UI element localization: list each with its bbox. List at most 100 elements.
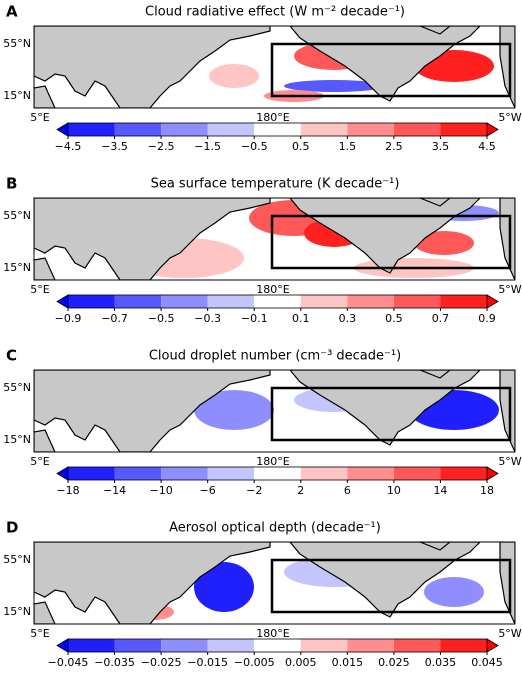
colorbar-bin — [440, 467, 487, 480]
map-frame — [33, 541, 516, 625]
lon-label: 180°E — [256, 111, 289, 124]
lon-label: 180°E — [256, 455, 289, 468]
colorbar-bin — [347, 639, 394, 652]
land — [34, 601, 56, 624]
colorbar-bin — [347, 123, 394, 136]
panel-letter: C — [6, 347, 17, 365]
colorbar-bin — [347, 467, 394, 480]
colorbar-tick-label: 0.025 — [378, 656, 410, 669]
land — [419, 370, 451, 379]
colorbar-bin — [207, 123, 255, 136]
region-box — [270, 386, 512, 442]
colorbar-tick-label: 0.045 — [471, 656, 503, 669]
colorbar-tick-label: −0.025 — [141, 656, 182, 669]
colorbar-tick-label: −0.7 — [101, 312, 128, 325]
colorbar-tick-label: −0.5 — [241, 140, 268, 153]
colorbar-tick-label: −14 — [103, 484, 126, 497]
land — [419, 198, 451, 207]
colorbar-tick-label: −10 — [150, 484, 173, 497]
colorbar-tick-label: 0.005 — [285, 656, 317, 669]
lon-label: 5°E — [30, 455, 49, 468]
colorbar-bin — [300, 295, 348, 308]
lon-label: 5°W — [498, 455, 521, 468]
colorbar-bin — [207, 295, 255, 308]
colorbar-bin — [114, 295, 162, 308]
colorbar-tick-label: −0.3 — [194, 312, 221, 325]
panel-title: Sea surface temperature (K decade⁻¹) — [151, 177, 400, 192]
colorbar-bin — [114, 467, 162, 480]
lat-label: 55°N — [3, 553, 31, 566]
colorbar-tick-label: 0.7 — [432, 312, 450, 325]
colorbar-tick-label: −0.005 — [234, 656, 275, 669]
colorbar-bin — [68, 467, 115, 480]
panel-title: Cloud radiative effect (W m⁻² decade⁻¹) — [145, 5, 405, 20]
colorbar-bin — [300, 123, 348, 136]
lon-label: 5°W — [498, 111, 521, 124]
colorbar-tick-label: −0.045 — [48, 656, 89, 669]
colorbar-arrow — [486, 638, 499, 653]
colorbar-tick-label: −18 — [56, 484, 79, 497]
panel-letter: B — [6, 175, 17, 193]
land — [34, 198, 271, 280]
panel: C Cloud droplet number (cm⁻³ decade⁻¹) 55°… — [3, 347, 522, 498]
map — [34, 26, 515, 108]
colorbar-tick-label: 2.5 — [385, 140, 403, 153]
anomaly-region — [414, 231, 474, 255]
colorbar-tick-label: 1.5 — [339, 140, 357, 153]
colorbar-arrow — [486, 294, 499, 309]
lat-label: 15°N — [3, 605, 31, 618]
lat-label: 15°N — [3, 89, 31, 102]
anomaly-region — [424, 577, 484, 607]
land — [34, 429, 56, 452]
lat-label: 55°N — [3, 381, 31, 394]
map — [34, 542, 515, 624]
colorbar-frame — [67, 294, 488, 309]
panel-letter: D — [6, 519, 18, 537]
colorbar-bin — [440, 123, 487, 136]
colorbar-bin — [393, 467, 441, 480]
colorbar-tick-label: 0.5 — [385, 312, 403, 325]
colorbar-tick-label: 0.3 — [339, 312, 357, 325]
colorbar-bin — [254, 295, 301, 308]
colorbar-tick-label: 0.5 — [292, 140, 310, 153]
colorbar-frame — [67, 638, 488, 653]
colorbar-tick-label: −2.5 — [148, 140, 175, 153]
colorbar-tick-label: −1.5 — [194, 140, 221, 153]
anomaly-region — [194, 562, 254, 612]
lon-label: 180°E — [256, 627, 289, 640]
lon-label: 5°W — [498, 627, 521, 640]
colorbar-tick-label: 0.9 — [478, 312, 496, 325]
land — [419, 542, 451, 551]
colorbar-bin — [161, 123, 208, 136]
land — [34, 85, 56, 108]
colorbar-tick-label: 0.015 — [332, 656, 364, 669]
colorbar-bin — [68, 639, 115, 652]
colorbar-bin — [161, 639, 208, 652]
colorbar-tick-label: −0.9 — [55, 312, 82, 325]
colorbar-bin — [114, 123, 162, 136]
colorbar-bin — [393, 123, 441, 136]
panel-title: Aerosol optical depth (decade⁻¹) — [169, 521, 381, 536]
anomaly-region — [209, 64, 259, 88]
colorbar-frame — [67, 122, 488, 137]
colorbar-bin — [440, 295, 487, 308]
colorbar-bin — [347, 295, 394, 308]
colorbar-tick-label: 0.1 — [292, 312, 310, 325]
panel-letter: A — [6, 3, 18, 21]
colorbar-tick-label: 2 — [297, 484, 304, 497]
panel: D Aerosol optical depth (decade⁻¹) 55°N 15°… — [3, 519, 522, 670]
panel: B Sea surface temperature (K decade⁻¹) 55°… — [3, 175, 522, 326]
colorbar-arrow — [56, 122, 69, 137]
map-frame — [33, 369, 516, 453]
region-box — [270, 42, 512, 98]
colorbar-tick-label: 6 — [344, 484, 351, 497]
map-frame — [33, 197, 516, 281]
colorbar-tick-label: −0.5 — [148, 312, 175, 325]
colorbar-bin — [68, 295, 115, 308]
lat-label: 55°N — [3, 37, 31, 50]
colorbar-tick-label: 14 — [433, 484, 447, 497]
colorbar-bin — [300, 639, 348, 652]
panel: A Cloud radiative effect (W m⁻² decade⁻¹)… — [3, 3, 522, 154]
land — [34, 370, 271, 452]
